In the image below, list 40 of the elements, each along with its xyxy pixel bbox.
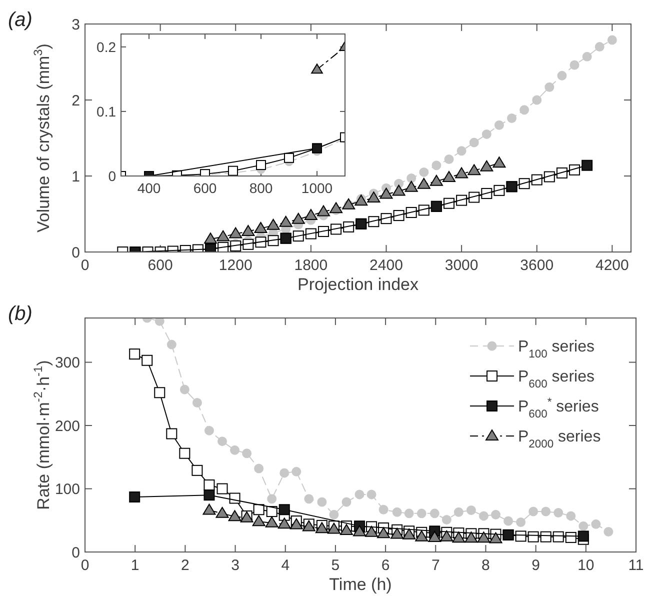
y-tick-label: 200 — [54, 418, 80, 435]
y-tick-label: 100 — [54, 481, 80, 498]
legend-label: P$_{2000}$ series — [518, 428, 601, 451]
chart-title: (b) — [8, 303, 32, 325]
x-tick-label: 9 — [532, 557, 540, 574]
x-axis-title: Time (h) — [329, 575, 392, 594]
x-tick-label: 1800 — [294, 257, 328, 274]
x-tick-label: 3600 — [520, 257, 554, 274]
x-tick-label: 7 — [431, 557, 440, 574]
legend-label: P$_{100}$ series — [518, 338, 594, 361]
x-tick-label: 4 — [281, 557, 290, 574]
x-tick-label: 3000 — [444, 257, 478, 274]
x-tick-label: 4200 — [595, 257, 629, 274]
y-tick-label: 0 — [72, 544, 80, 562]
y-tick-label: 3 — [72, 16, 80, 34]
x-tick-label: 1200 — [218, 257, 252, 274]
x-tick-label: 400 — [137, 180, 161, 196]
x-axis-title: Projection index — [298, 275, 419, 294]
x-tick-label: 6 — [381, 557, 390, 574]
legend-label: P$_{600}$ series — [518, 368, 594, 391]
x-tick-label: 11 — [628, 557, 644, 574]
x-tick-label: 1 — [130, 557, 140, 574]
legend-label: P$_{600}$$^{*}$ series — [518, 396, 599, 421]
y-tick-label: 0 — [72, 244, 80, 262]
y-tick-label: 0.2 — [96, 38, 116, 55]
x-tick-label: 2 — [181, 557, 190, 574]
y-tick-label: 2 — [72, 92, 80, 110]
x-tick-label: 10 — [578, 557, 594, 574]
y-tick-label: 0 — [108, 168, 116, 184]
y-tick-label: 300 — [54, 354, 80, 372]
x-tick-label: 1000 — [301, 180, 333, 196]
x-tick-label: 5 — [331, 557, 340, 574]
x-tick-label: 600 — [148, 257, 173, 274]
y-tick-label: 0.1 — [96, 103, 116, 120]
x-tick-label: 3 — [231, 557, 240, 574]
x-tick-label: 600 — [193, 180, 217, 196]
x-tick-label: 8 — [482, 557, 490, 574]
chart-title: (a) — [8, 9, 32, 31]
x-tick-label: 2400 — [370, 257, 403, 274]
x-tick-label: 800 — [249, 180, 273, 196]
